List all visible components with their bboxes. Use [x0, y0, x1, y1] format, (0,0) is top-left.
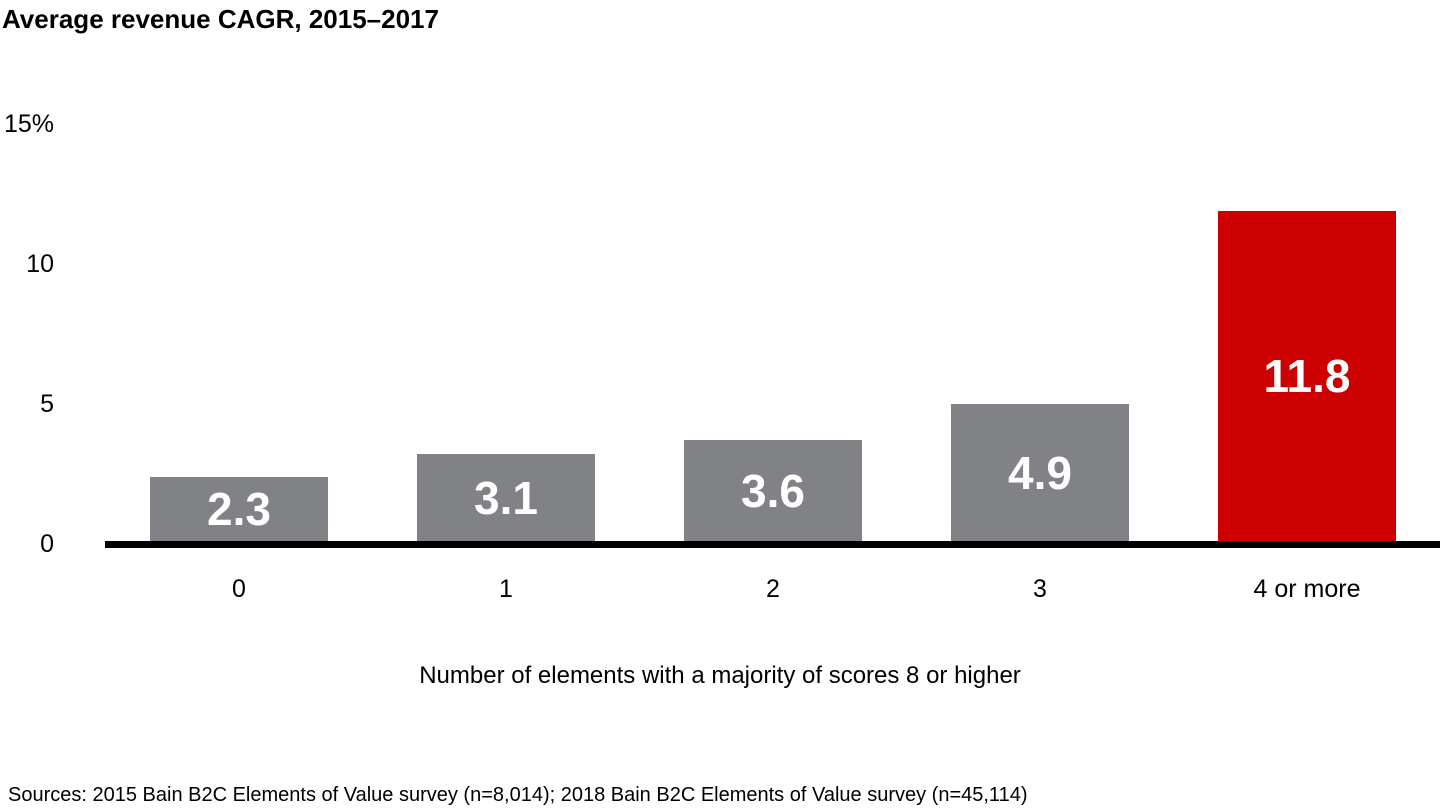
bar-value-label: 4.9 [1008, 446, 1072, 499]
bar: 2.3 [150, 477, 328, 541]
x-axis-line [105, 541, 1440, 548]
chart-title: Average revenue CAGR, 2015–2017 [2, 4, 439, 34]
bar-value-label: 2.3 [207, 483, 271, 535]
x-axis-tick-label: 3 [1033, 575, 1047, 603]
x-axis-tick-label: 2 [766, 575, 780, 603]
bar-value-label: 11.8 [1263, 350, 1351, 402]
x-axis-tick-label: 0 [232, 575, 246, 603]
bar-value-label: 3.1 [474, 471, 538, 524]
bar: 3.1 [417, 454, 595, 541]
x-axis-title: Number of elements with a majority of sc… [419, 662, 1021, 689]
source-note: Sources: 2015 Bain B2C Elements of Value… [8, 784, 1028, 806]
bar-value-label: 3.6 [741, 464, 805, 517]
y-axis-tick-label: 15% [3, 110, 54, 138]
y-axis-tick-label: 0 [40, 530, 54, 558]
y-axis-tick-label: 5 [40, 390, 54, 418]
bar: 4.9 [951, 404, 1129, 541]
bar: 11.8 [1218, 211, 1396, 541]
bar: 3.6 [684, 440, 862, 541]
x-axis-tick-label: 1 [499, 575, 513, 603]
x-axis-tick-label: 4 or more [1253, 575, 1361, 603]
y-axis-tick-label: 10 [26, 250, 54, 278]
